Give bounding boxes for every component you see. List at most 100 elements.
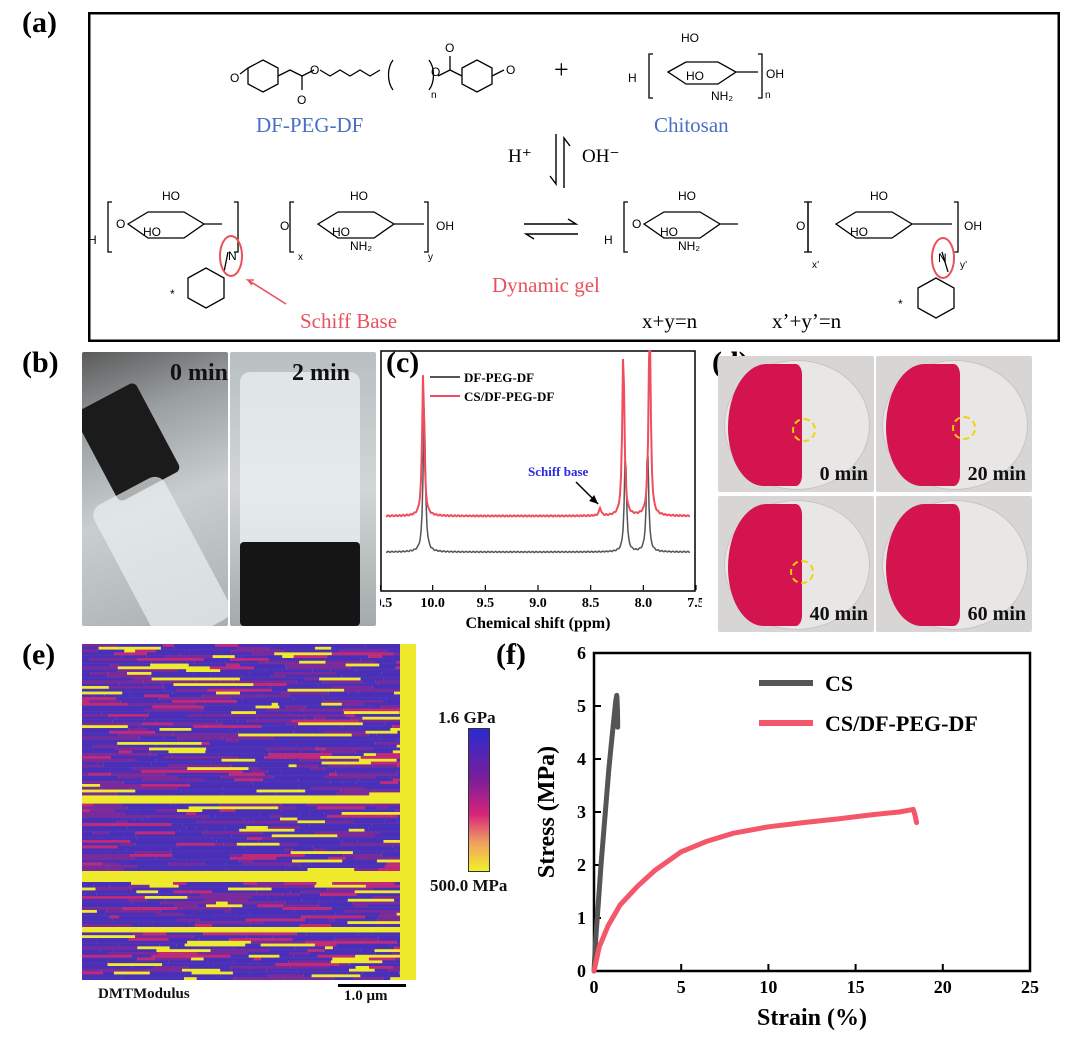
afm-stripe <box>82 694 94 698</box>
afm-stripe <box>387 806 400 810</box>
afm-stripe <box>307 949 325 953</box>
afm-stripe <box>82 893 97 897</box>
afm-stripe <box>335 912 342 916</box>
afm-stripe <box>118 943 128 947</box>
afm-stripe <box>360 949 375 953</box>
afm-stripe <box>277 702 322 706</box>
afm-stripe <box>82 837 124 841</box>
afm-stripe <box>208 814 216 818</box>
afm-stripe <box>285 901 306 905</box>
afm-stripe <box>297 820 326 824</box>
afm-stripe <box>124 649 136 653</box>
afm-stripe <box>117 744 156 748</box>
afm-stripe <box>268 658 326 661</box>
afm-stripe <box>123 781 166 785</box>
afm-stripe <box>268 753 333 757</box>
afm-stripe <box>165 915 215 919</box>
afm-stripe <box>184 912 250 916</box>
afm-stripe <box>368 957 395 961</box>
y-tick-label: 5 <box>577 696 586 716</box>
afm-stripe <box>171 823 183 827</box>
afm-stripe <box>100 784 142 787</box>
afm-stripe <box>135 831 176 835</box>
afm-stripe <box>82 910 97 913</box>
afm-stripe <box>189 649 232 653</box>
x-tick-label: 25 <box>1021 977 1039 997</box>
afm-stripe <box>339 649 387 653</box>
afm-stripe <box>257 904 283 908</box>
afm-stripe <box>154 957 192 961</box>
afm-stripe <box>276 898 302 902</box>
afm-stripe <box>264 772 330 776</box>
afm-stripe <box>354 868 379 871</box>
afm-stripe <box>107 674 118 678</box>
afm-stripe <box>317 744 347 748</box>
afm-stripe <box>238 730 294 734</box>
afm-stripe <box>236 700 299 703</box>
afm-stripe <box>372 747 400 751</box>
afm-stripe <box>222 756 238 759</box>
afm-stripe <box>82 918 113 922</box>
afm-stripe <box>194 660 225 664</box>
afm-stripe <box>267 770 281 773</box>
afm-stripe <box>118 669 178 673</box>
afm-stripe <box>106 848 127 852</box>
afm-stripe <box>380 781 398 785</box>
afm-stripe <box>117 845 149 849</box>
afm-stripe <box>107 963 118 967</box>
afm-stripe <box>395 666 400 670</box>
svg-text:H: H <box>88 233 97 247</box>
afm-stripe <box>125 862 169 866</box>
afm-stripe <box>108 831 136 835</box>
afm-stripe <box>108 865 137 869</box>
afm-stripe <box>174 646 238 650</box>
afm-stripe <box>332 957 369 961</box>
afm-stripe <box>183 658 204 661</box>
svg-text:HO: HO <box>660 225 678 239</box>
df-peg-df-label: DF-PEG-DF <box>256 113 363 137</box>
afm-stripe <box>312 912 336 916</box>
afm-stripe <box>285 848 293 852</box>
afm-stripe <box>186 669 221 673</box>
afm-stripe <box>158 893 202 897</box>
afm-stripe <box>168 960 234 964</box>
afm-stripe <box>368 655 382 659</box>
afm-stripe <box>178 739 227 743</box>
afm-stripe <box>127 826 187 829</box>
afm-stripe <box>196 904 207 908</box>
afm-stripe <box>82 722 143 726</box>
afm-stripe <box>173 683 203 687</box>
legend-label-1: CS/DF-PEG-DF <box>464 389 554 404</box>
afm-stripe <box>376 859 400 863</box>
afm-stripe <box>258 840 298 843</box>
afm-stripe <box>341 912 381 916</box>
afm-stripe <box>204 778 235 782</box>
afm-stripe <box>148 711 203 715</box>
afm-stripe <box>172 691 217 695</box>
afm-stripe <box>222 792 277 796</box>
afm-stripe <box>191 971 233 975</box>
afm-stripe <box>135 834 177 838</box>
afm-stripe <box>175 820 198 824</box>
afm-stripe <box>231 834 272 838</box>
afm-stripe <box>119 750 132 754</box>
afm-stripe <box>305 733 352 737</box>
afm-stripe <box>150 750 169 754</box>
afm-stripe <box>349 963 400 967</box>
modulus-colorbar <box>468 728 490 872</box>
afm-stripe <box>205 834 232 838</box>
afm-stripe <box>134 856 157 860</box>
afm-stripe <box>375 680 400 684</box>
afm-stripe <box>108 686 164 689</box>
afm-stripe <box>299 893 321 897</box>
afm-stripe <box>323 848 388 852</box>
afm-stripe <box>249 912 313 916</box>
afm-stripe <box>109 770 141 773</box>
afm-stripe <box>365 884 400 888</box>
legend-label-0: DF-PEG-DF <box>464 370 534 385</box>
afm-stripe <box>298 778 359 782</box>
svg-text:y: y <box>428 252 433 263</box>
afm-stripe <box>279 705 287 709</box>
afm-stripe <box>206 747 268 751</box>
afm-stripe <box>245 943 261 947</box>
